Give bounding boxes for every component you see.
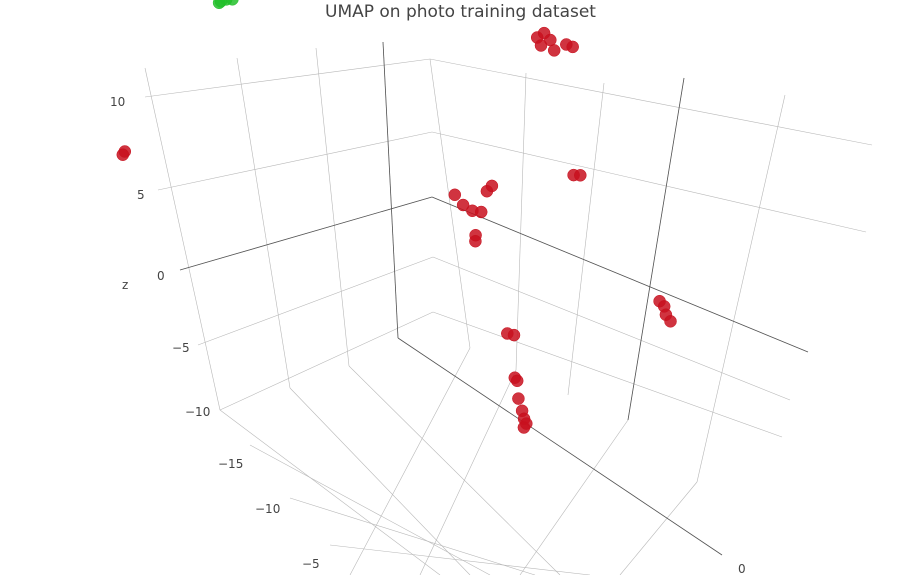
z-tick-label: −10 <box>185 405 210 419</box>
grid-lines <box>144 41 873 575</box>
z-tick-label: 5 <box>137 188 145 202</box>
scatter-point <box>214 0 228 8</box>
tick-labels: 10 5 0 −5 −10 −15 −10 −5 0 <box>110 95 746 575</box>
x-tick-label: −10 <box>255 502 280 516</box>
z-tick-label: 10 <box>110 95 125 109</box>
scatter-point <box>116 148 130 161</box>
z-tick-label: 0 <box>157 269 165 283</box>
scatter-point <box>547 44 561 57</box>
y-tick-label: 0 <box>738 562 746 575</box>
z-axis-title: z <box>122 278 128 292</box>
chart-title: UMAP on photo training dataset <box>325 2 596 22</box>
scatter-point <box>566 40 579 54</box>
z-tick-label: −5 <box>172 341 190 355</box>
z-tick-label: −15 <box>218 457 243 471</box>
scatter-point <box>485 179 499 193</box>
scatter-point <box>474 205 488 219</box>
scatter-point <box>512 392 525 405</box>
scatter-point <box>226 0 239 6</box>
scatter-point <box>664 315 677 328</box>
scatter-point <box>469 234 482 248</box>
data-points <box>116 0 677 434</box>
scatter-point <box>510 374 524 388</box>
scatter-point <box>574 169 587 182</box>
scatter-point <box>456 198 470 212</box>
scatter-point <box>517 421 531 434</box>
x-tick-label: −5 <box>302 557 320 571</box>
axis-lines <box>179 41 809 556</box>
scatter-point <box>507 328 521 342</box>
scatter-point <box>448 188 462 202</box>
scatter-point <box>534 39 548 52</box>
